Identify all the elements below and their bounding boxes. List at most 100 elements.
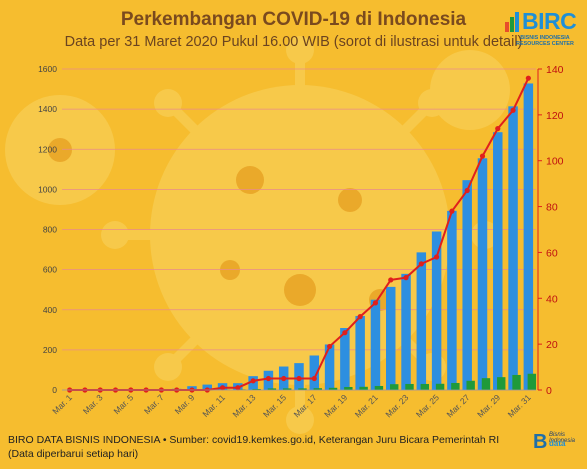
x-tick-label: Mar. 1 — [50, 392, 74, 416]
source-note: BIRO DATA BISNIS INDONESIA • Sumber: cov… — [8, 434, 500, 460]
left-tick-label: 1000 — [38, 184, 57, 194]
recovered-bar[interactable] — [344, 386, 353, 390]
bisnis-data-logo: B Bisnis Indonesia data — [533, 429, 585, 459]
confirmed-bar[interactable] — [493, 132, 503, 390]
right-tick-label: 0 — [546, 385, 552, 397]
confirmed-bar[interactable] — [416, 252, 427, 390]
birc-logo: BIRC BISNIS INDONESIA RESOURCES CENTER — [505, 8, 585, 50]
recovered-bar[interactable] — [313, 388, 322, 390]
right-axis: 0 20 40 60 80 100 120 140 — [537, 64, 564, 397]
confirmed-bar[interactable] — [370, 299, 381, 390]
deaths-point[interactable] — [464, 187, 470, 194]
confirmed-bar[interactable] — [386, 286, 396, 390]
x-tick-label: Mar. 23 — [383, 392, 410, 419]
confirmed-bar[interactable] — [340, 328, 350, 390]
right-tick-label: 140 — [546, 64, 564, 76]
recovered-bar[interactable] — [298, 388, 307, 390]
bars — [80, 83, 537, 390]
x-tick-label: Mar. 27 — [444, 392, 471, 419]
confirmed-bar[interactable] — [523, 83, 534, 390]
footer-logo-top: Bisnis Indonesia — [549, 432, 576, 444]
deaths-point[interactable] — [265, 375, 272, 382]
deaths-point[interactable] — [219, 385, 226, 391]
left-tick-label: 1200 — [38, 144, 57, 154]
x-axis: Mar. 1 Mar. 3 Mar. 5 Mar. 7 Mar. 9 Mar. 11 Mar… — [50, 389, 536, 419]
deaths-point[interactable] — [418, 261, 424, 267]
bisnis-b-icon: B — [533, 431, 548, 453]
confirmed-bar[interactable] — [401, 273, 411, 390]
recovered-bar[interactable] — [359, 386, 368, 390]
deaths-point[interactable] — [342, 330, 348, 336]
deaths-point[interactable] — [357, 314, 363, 320]
right-tick-label: 120 — [546, 110, 564, 122]
left-tick-label: 1400 — [38, 104, 57, 114]
x-tick-label: Mar. 7 — [142, 392, 166, 416]
deaths-point[interactable] — [495, 126, 501, 132]
confirmed-bar[interactable] — [477, 158, 488, 390]
recovered-bar[interactable] — [527, 373, 537, 390]
confirmed-bar[interactable] — [324, 344, 335, 390]
deaths-point[interactable] — [281, 375, 287, 382]
recovered-bar[interactable] — [420, 383, 430, 390]
deaths-point[interactable] — [434, 254, 440, 260]
recovered-bar[interactable] — [497, 377, 506, 390]
recovered-bar[interactable] — [451, 382, 460, 390]
confirmed-bar[interactable] — [202, 384, 212, 390]
left-axis: 0 200 400 600 800 1000 1200 1400 1600 — [38, 64, 57, 395]
confirmed-bar[interactable] — [508, 106, 518, 390]
recovered-bar[interactable] — [390, 384, 399, 390]
chart-subtitle: Data per 31 Maret 2020 Pukul 16.00 WIB (… — [64, 34, 523, 50]
recovered-bar[interactable] — [282, 388, 292, 390]
deaths-point[interactable] — [250, 378, 256, 384]
left-tick-label: 400 — [43, 305, 57, 315]
confirmed-bar[interactable] — [447, 210, 457, 390]
deaths-point[interactable] — [403, 275, 409, 281]
deaths-point[interactable] — [235, 385, 241, 391]
x-tick-label: Mar. 31 — [506, 392, 533, 419]
deaths-point[interactable] — [479, 153, 486, 159]
recovered-bar[interactable] — [374, 385, 384, 390]
right-tick-label: 100 — [546, 156, 564, 168]
recovered-bar[interactable] — [328, 387, 338, 390]
chart-title: Perkembangan COVID-19 di Indonesia — [120, 9, 467, 30]
deaths-point[interactable] — [449, 208, 455, 214]
logo-tagline-2: RESOURCES CENTER — [516, 41, 574, 47]
deaths-point[interactable] — [372, 300, 379, 306]
birc-bars-icon — [505, 12, 519, 32]
recovered-bar[interactable] — [435, 383, 445, 390]
recovered-bar[interactable] — [252, 388, 261, 390]
deaths-line-path — [69, 77, 530, 391]
deaths-point[interactable] — [525, 75, 531, 81]
x-tick-label: Mar. 9 — [173, 392, 197, 416]
x-tick-label: Mar. 5 — [111, 392, 135, 416]
confirmed-bar[interactable] — [309, 355, 320, 390]
deaths-point[interactable] — [296, 375, 302, 382]
x-tick-label: Mar. 21 — [353, 392, 380, 419]
left-tick-label: 600 — [43, 265, 57, 275]
right-tick-label: 60 — [546, 247, 558, 259]
x-tick-label: Mar. 13 — [230, 392, 257, 419]
deaths-point[interactable] — [388, 277, 394, 283]
left-tick-label: 0 — [52, 385, 57, 395]
x-tick-label: Mar. 17 — [292, 392, 319, 419]
right-tick-label: 40 — [546, 293, 558, 305]
footer-logo-bottom: data — [549, 439, 566, 448]
confirmed-bar[interactable] — [431, 231, 442, 390]
x-tick-label: Mar. 29 — [475, 392, 502, 419]
x-tick-label: Mar. 25 — [414, 392, 441, 419]
deaths-point[interactable] — [311, 375, 317, 382]
logo-tagline: BISNIS INDONESIA RESOURCES CENTER — [505, 35, 585, 47]
deaths-point[interactable] — [326, 343, 333, 350]
logo-name: BIRC — [522, 8, 577, 34]
confirmed-bar[interactable] — [462, 180, 472, 390]
recovered-bar[interactable] — [267, 388, 277, 390]
recovered-bar[interactable] — [481, 378, 491, 390]
recovered-bar[interactable] — [405, 383, 414, 390]
deaths-point[interactable] — [510, 107, 516, 113]
recovered-bar[interactable] — [466, 380, 475, 390]
recovered-bar[interactable] — [512, 374, 521, 390]
left-tick-label: 800 — [43, 225, 57, 235]
x-tick-label: Mar. 11 — [200, 392, 227, 419]
confirmed-bar[interactable] — [355, 315, 365, 390]
